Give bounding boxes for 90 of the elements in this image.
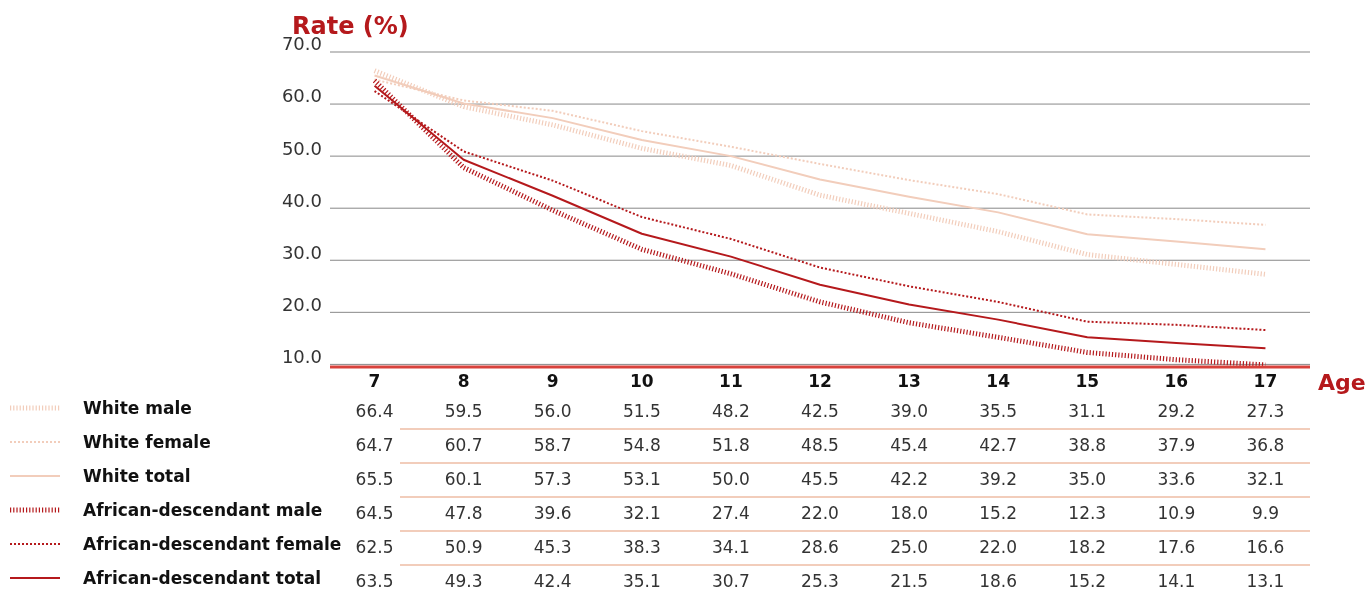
y-tick-label: 50.0 xyxy=(281,137,322,159)
y-tick-label: 20.0 xyxy=(281,293,322,315)
data-label: 28.6 xyxy=(800,537,840,557)
data-label: 63.5 xyxy=(354,571,395,591)
data-label: 50.0 xyxy=(710,469,751,489)
data-label: 35.5 xyxy=(978,401,1019,421)
data-label: 21.5 xyxy=(889,571,929,591)
data-label: 29.2 xyxy=(1156,401,1197,421)
x-tick-label: 10 xyxy=(629,371,654,392)
data-label: 45.3 xyxy=(532,537,573,557)
data-label: 25.3 xyxy=(800,571,840,591)
data-label: 45.4 xyxy=(889,435,929,455)
x-tick-label: 17 xyxy=(1253,371,1278,392)
data-label: 60.7 xyxy=(443,435,484,455)
data-label: 35.0 xyxy=(1067,469,1108,489)
data-label: 54.8 xyxy=(621,435,662,455)
data-label: 53.1 xyxy=(621,469,662,489)
data-label: 27.4 xyxy=(710,503,751,523)
data-label: 33.6 xyxy=(1156,469,1197,489)
data-label: 36.8 xyxy=(1245,435,1286,455)
x-tick-label: 16 xyxy=(1164,371,1189,392)
data-label: 65.5 xyxy=(354,469,395,489)
x-tick-label: 12 xyxy=(808,371,832,392)
data-label: 17.6 xyxy=(1156,537,1197,557)
data-label: 18.6 xyxy=(978,571,1019,591)
data-label: 57.3 xyxy=(532,469,573,489)
data-label: 35.1 xyxy=(621,571,662,591)
data-label: 38.3 xyxy=(621,537,662,557)
x-tick-label: 13 xyxy=(897,371,921,392)
data-label: 27.3 xyxy=(1245,401,1286,421)
data-label: 42.2 xyxy=(889,469,929,489)
data-label: 45.5 xyxy=(800,469,840,489)
data-label: 18.2 xyxy=(1067,537,1108,557)
data-label: 13.1 xyxy=(1245,571,1286,591)
data-label: 18.0 xyxy=(889,503,929,523)
data-label: 16.6 xyxy=(1245,537,1286,557)
data-label: 48.2 xyxy=(710,401,751,421)
data-label: 66.4 xyxy=(354,401,395,421)
data-label: 42.4 xyxy=(532,571,573,591)
data-label: 32.1 xyxy=(621,503,662,523)
data-label: 60.1 xyxy=(443,469,484,489)
legend-label: White female xyxy=(83,432,211,452)
legend-label: White total xyxy=(83,466,191,486)
y-tick-label: 40.0 xyxy=(281,189,322,211)
x-tick-label: 8 xyxy=(457,371,470,392)
data-label: 51.5 xyxy=(621,401,662,421)
x-axis-title: Age xyxy=(1318,370,1366,395)
data-label: 31.1 xyxy=(1067,401,1108,421)
data-label: 59.5 xyxy=(443,401,484,421)
y-tick-label: 10.0 xyxy=(281,345,322,367)
data-label: 39.6 xyxy=(532,503,573,523)
data-label: 22.0 xyxy=(800,503,840,523)
data-label: 48.5 xyxy=(800,435,840,455)
data-label: 15.2 xyxy=(978,503,1019,523)
x-tick-label: 7 xyxy=(368,371,381,392)
data-label: 56.0 xyxy=(532,401,573,421)
legend-label: African-descendant male xyxy=(83,500,323,520)
data-label: 25.0 xyxy=(889,537,929,557)
data-label: 58.7 xyxy=(532,435,573,455)
data-label: 64.5 xyxy=(354,503,395,523)
data-label: 14.1 xyxy=(1156,571,1197,591)
legend-label: White male xyxy=(83,398,192,418)
data-label: 10.9 xyxy=(1156,503,1197,523)
data-label: 15.2 xyxy=(1067,571,1108,591)
x-tick-label: 15 xyxy=(1075,371,1100,392)
data-label: 34.1 xyxy=(710,537,751,557)
legend-label: African-descendant female xyxy=(83,534,342,554)
data-label: 37.9 xyxy=(1156,435,1197,455)
data-label: 49.3 xyxy=(443,571,484,591)
data-label: 30.7 xyxy=(710,571,751,591)
data-label: 42.5 xyxy=(800,401,840,421)
x-tick-label: 14 xyxy=(986,371,1011,392)
data-label: 32.1 xyxy=(1245,469,1286,489)
legend-label: African-descendant total xyxy=(83,568,322,588)
data-label: 39.0 xyxy=(889,401,929,421)
data-label: 22.0 xyxy=(978,537,1019,557)
data-label: 38.8 xyxy=(1067,435,1108,455)
x-tick-label: 9 xyxy=(546,371,559,392)
data-label: 64.7 xyxy=(354,435,395,455)
y-tick-label: 60.0 xyxy=(281,85,322,107)
data-label: 39.2 xyxy=(978,469,1019,489)
data-label: 51.8 xyxy=(710,435,751,455)
data-label: 9.9 xyxy=(1250,503,1280,523)
data-label: 12.3 xyxy=(1067,503,1108,523)
y-tick-label: 30.0 xyxy=(281,241,322,263)
data-label: 42.7 xyxy=(978,435,1019,455)
data-label: 50.9 xyxy=(443,537,484,557)
data-label: 62.5 xyxy=(355,537,394,557)
x-tick-label: 11 xyxy=(719,371,743,392)
data-label: 47.8 xyxy=(443,503,484,523)
